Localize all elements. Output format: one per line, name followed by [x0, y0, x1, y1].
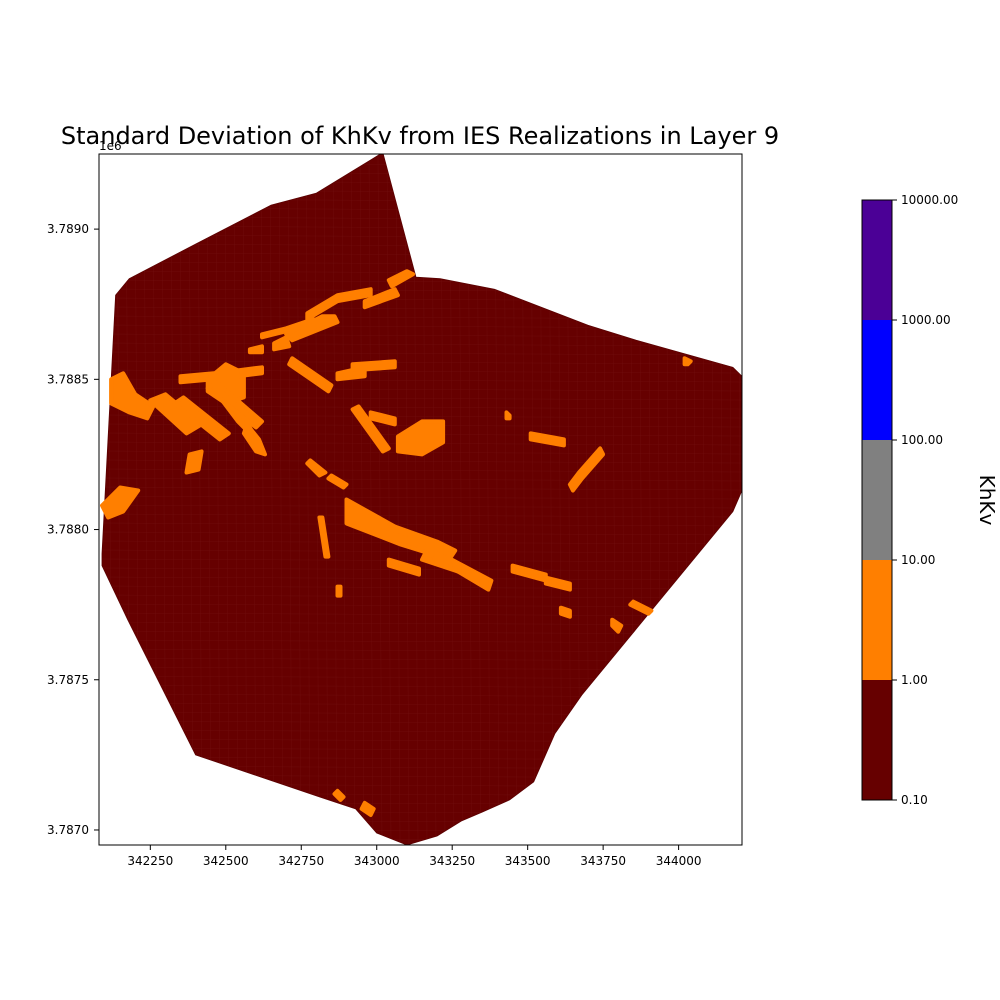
high-khkv-zone-41 — [610, 617, 624, 634]
colorbar-bin-3 — [862, 440, 892, 560]
high-khkv-zone-23 — [368, 410, 397, 427]
x-tick-label: 343250 — [429, 854, 475, 868]
high-khkv-zone-34 — [432, 551, 464, 574]
colorbar-label: KhKv — [975, 475, 999, 526]
colorbar-tick-label: 10.00 — [901, 553, 935, 567]
high-khkv-zone-44 — [332, 788, 346, 802]
high-khkv-zone-1 — [109, 371, 156, 421]
high-khkv-zone-28 — [317, 515, 331, 559]
y-tick-label: 3.7890 — [47, 222, 89, 236]
colorbar: 0.10 1.00 10.00 100.00 1000.00 10000.00 — [861, 193, 958, 807]
colorbar-bin-2 — [862, 560, 892, 680]
high-khkv-zone-30 — [371, 527, 421, 547]
high-khkv-zone-32 — [386, 557, 421, 577]
y-offset-label: 1e6 — [99, 139, 122, 153]
y-tick-label: 3.7885 — [47, 372, 89, 386]
high-khkv-zone-3 — [172, 395, 231, 442]
high-khkv-zone-24 — [395, 419, 446, 457]
high-khkv-zone-8 — [241, 422, 267, 457]
colorbar-bin-4 — [862, 320, 892, 440]
colorbar-bin-5 — [862, 200, 892, 320]
colorbar-tick-label: 0.10 — [901, 793, 928, 807]
plot-frame — [98, 153, 743, 846]
colorbar-tick-label: 1000.00 — [901, 313, 951, 327]
high-khkv-zone-36 — [543, 575, 572, 592]
high-khkv-zone-9 — [205, 380, 264, 430]
high-khkv-zone-6 — [235, 365, 264, 379]
x-tick-label: 342500 — [203, 854, 249, 868]
x-axis: 342250 342500 342750 343000 343250 343500 3437… — [127, 845, 702, 868]
high-khkv-zone-40 — [558, 605, 572, 619]
colorbar-bin-1 — [862, 680, 892, 800]
high-khkv-zone-17 — [386, 269, 415, 289]
x-tick-label: 343750 — [580, 854, 626, 868]
high-khkv-zone-27 — [335, 584, 343, 598]
colorbar-tick-label: 10000.00 — [901, 193, 958, 207]
chart-title: Standard Deviation of KhKv from IES Real… — [61, 122, 779, 150]
colorbar-tick-label: 1.00 — [901, 673, 928, 687]
high-khkv-zone-21 — [287, 356, 334, 394]
high-khkv-zone-42 — [628, 599, 654, 616]
high-khkv-zone-45 — [359, 800, 376, 817]
high-khkv-zone-43 — [682, 356, 693, 367]
x-tick-label: 344000 — [656, 854, 702, 868]
colorbar-tick-label: 100.00 — [901, 433, 943, 447]
high-khkv-zone-15 — [305, 287, 373, 322]
high-khkv-zone-38 — [504, 410, 512, 421]
x-tick-label: 343000 — [354, 854, 400, 868]
high-khkv-zone-11 — [100, 485, 141, 520]
x-tick-label: 342250 — [127, 854, 173, 868]
y-tick-label: 3.7870 — [47, 823, 89, 837]
y-axis: 3.7870 3.7875 3.7880 3.7885 3.7890 — [47, 222, 99, 837]
high-khkv-zone-10 — [184, 449, 204, 475]
x-tick-label: 342750 — [278, 854, 324, 868]
high-khkv-zone-39 — [567, 446, 606, 493]
colorbar-frame — [861, 199, 893, 801]
high-khkv-zone-12 — [247, 344, 264, 355]
map-area — [98, 153, 743, 846]
y-tick-label: 3.7880 — [47, 523, 89, 537]
high-khkv-zone-26 — [326, 473, 349, 490]
high-khkv-zone-25 — [305, 458, 328, 478]
high-khkv-zone-37 — [528, 431, 566, 448]
high-khkv-zone-22 — [350, 404, 391, 454]
x-tick-label: 343500 — [505, 854, 551, 868]
high-khkv-zone-16 — [284, 314, 340, 343]
high-khkv-zone-13 — [272, 335, 292, 352]
high-khkv-zone-20 — [335, 365, 367, 382]
high-khkv-zone-18 — [362, 287, 400, 310]
y-tick-label: 3.7875 — [47, 673, 89, 687]
